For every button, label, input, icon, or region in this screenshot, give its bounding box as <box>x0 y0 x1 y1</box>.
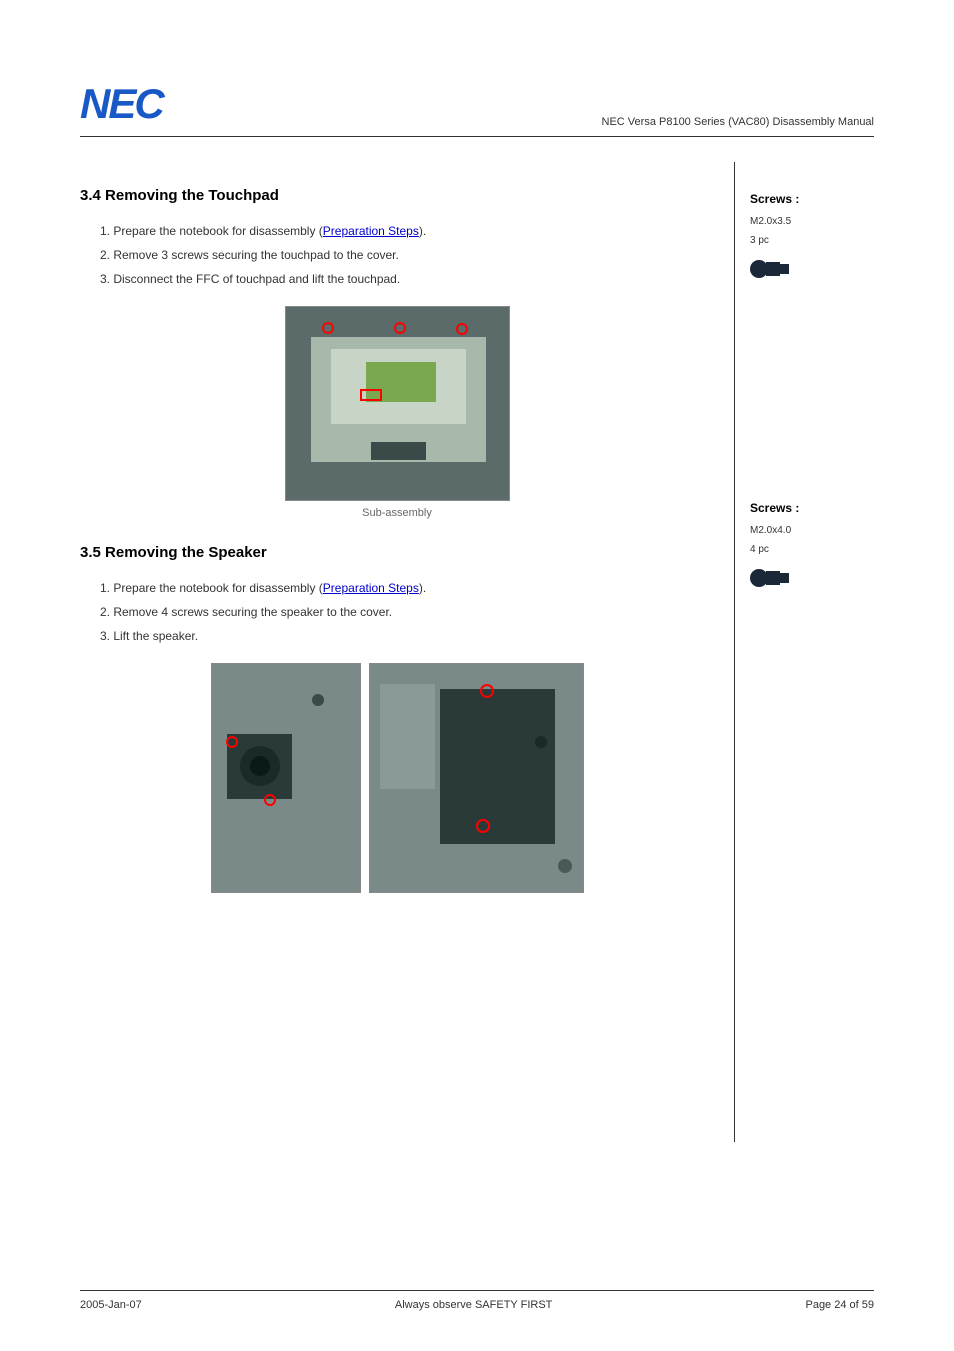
sidebar-title: Screws : <box>750 501 874 515</box>
figure-touchpad: Sub-assembly <box>80 306 714 519</box>
screw-icon <box>750 258 795 280</box>
footer-page: Page 24 of 59 <box>805 1299 874 1311</box>
sidebar-screw-group: Screws : M2.0x3.5 3 pc <box>750 192 874 291</box>
page-footer: 2005-Jan-07 Always observe SAFETY FIRST … <box>80 1290 874 1311</box>
preparation-steps-link[interactable]: Preparation Steps <box>323 224 419 238</box>
sidebar-spec: M2.0x4.0 <box>750 523 874 538</box>
header-subtitle: NEC Versa P8100 Series (VAC80) Disassemb… <box>602 116 874 128</box>
step-text: 2. Remove 3 screws securing the touchpad… <box>80 246 714 264</box>
step-text: 3. Lift the speaker. <box>80 627 714 645</box>
photo-speaker-right <box>369 663 584 893</box>
sidebar-screw-group: Screws : M2.0x4.0 4 pc <box>750 501 874 600</box>
step-text: 3. Disconnect the FFC of touchpad and li… <box>80 270 714 288</box>
screw-icon <box>750 567 795 589</box>
page-header: NEC NEC Versa P8100 Series (VAC80) Disas… <box>80 80 874 137</box>
sidebar-spec: M2.0x3.5 <box>750 214 874 229</box>
step-prefix: 1. Prepare the notebook for disassembly … <box>100 581 323 595</box>
step-text: 2. Remove 4 screws securing the speaker … <box>80 603 714 621</box>
sidebar-column: Screws : M2.0x3.5 3 pc Screws : M2.0x4.0… <box>734 162 874 1142</box>
step-text: 1. Prepare the notebook for disassembly … <box>80 579 714 597</box>
footer-date: 2005-Jan-07 <box>80 1299 142 1311</box>
footer-safety: Always observe SAFETY FIRST <box>395 1299 553 1311</box>
preparation-steps-link[interactable]: Preparation Steps <box>323 581 419 595</box>
step-prefix: 1. Prepare the notebook for disassembly … <box>100 224 323 238</box>
sidebar-count: 3 pc <box>750 233 874 248</box>
step-suffix: ). <box>419 224 426 238</box>
section-heading-speaker: 3.5 Removing the Speaker <box>80 544 714 561</box>
section-heading-touchpad: 3.4 Removing the Touchpad <box>80 187 714 204</box>
photo-touchpad <box>285 306 510 501</box>
figure-speaker <box>80 663 714 893</box>
step-text: 1. Prepare the notebook for disassembly … <box>80 222 714 240</box>
sidebar-count: 4 pc <box>750 542 874 557</box>
step-suffix: ). <box>419 581 426 595</box>
main-column: 3.4 Removing the Touchpad 1. Prepare the… <box>80 162 734 1142</box>
photo-speaker-left <box>211 663 361 893</box>
nec-logo: NEC <box>80 80 163 128</box>
figure-sublabel: Sub-assembly <box>80 507 714 519</box>
sidebar-title: Screws : <box>750 192 874 206</box>
